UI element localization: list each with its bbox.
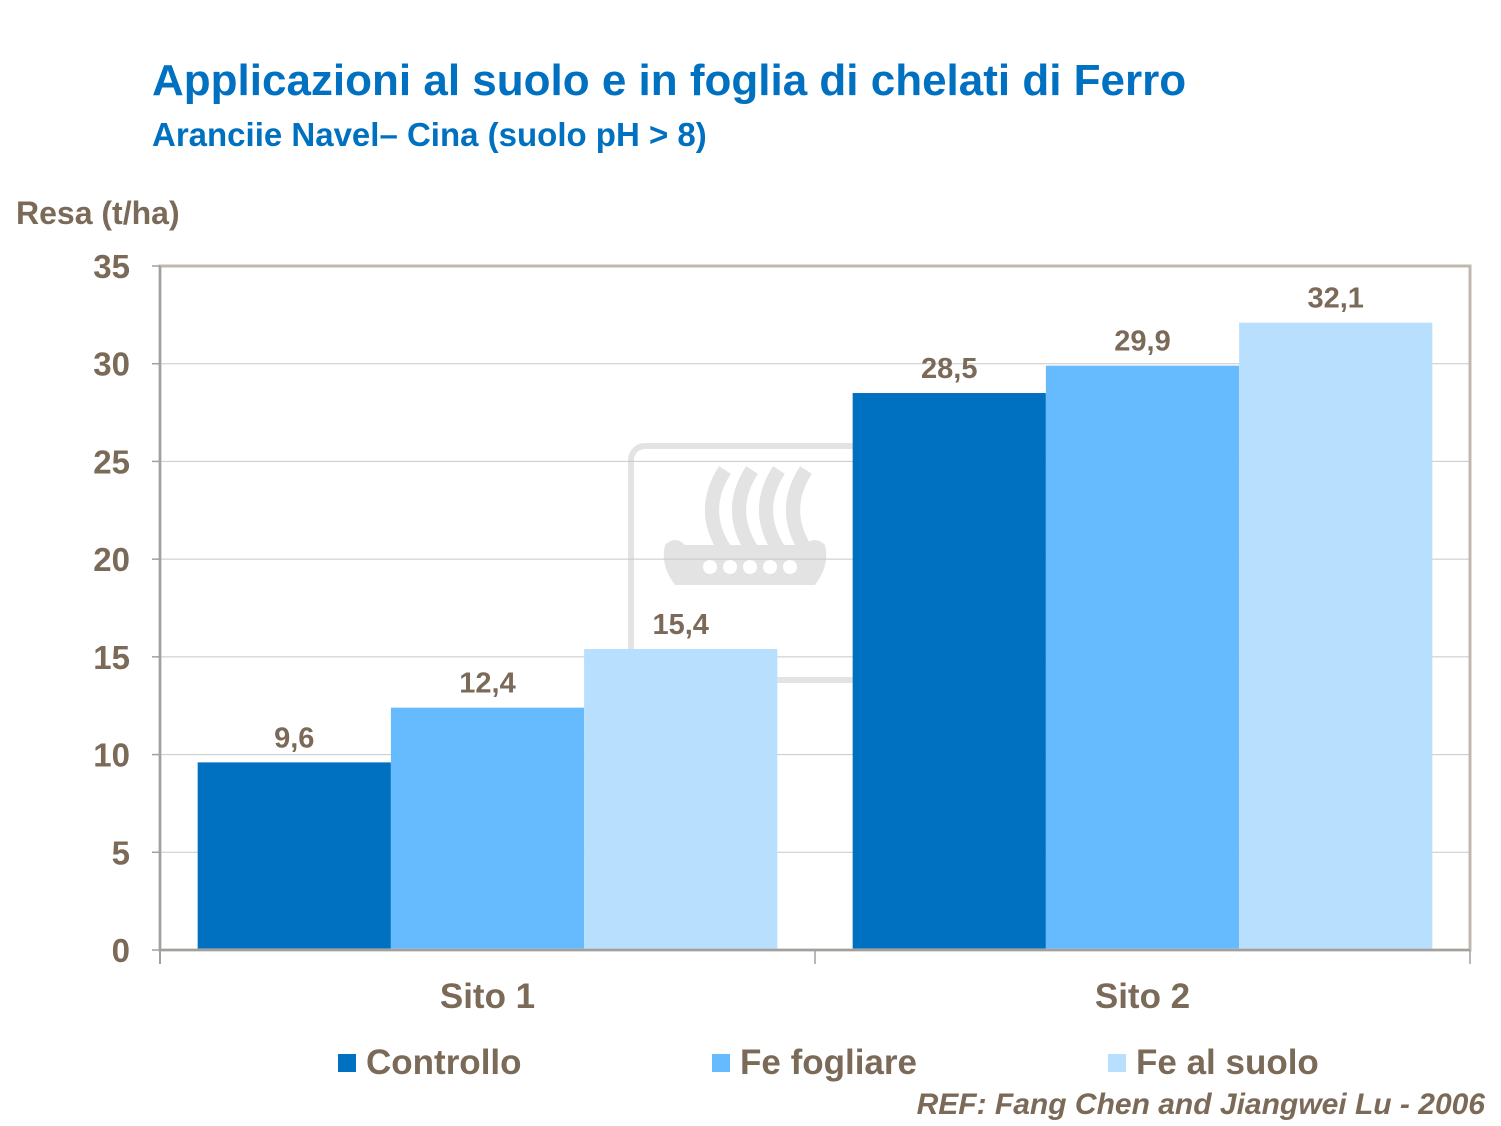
bar-fe-al-suolo-sito-2	[1239, 322, 1433, 950]
data-label-controllo-sito-1: 9,6	[274, 722, 314, 754]
legend-item-fe-al-suolo: Fe al suolo	[1108, 1043, 1319, 1083]
y-tick-label: 30	[93, 346, 130, 383]
legend-label-controllo: Controllo	[366, 1043, 522, 1082]
legend-item-fe-fogliare: Fe fogliare	[712, 1043, 917, 1083]
chart-subtitle: Aranciie Navel– Cina (suolo pH > 8)	[152, 116, 707, 153]
legend-swatch-fe-fogliare	[712, 1054, 730, 1072]
bar-fe-al-suolo-sito-1	[584, 649, 778, 950]
legend-item-controllo: Controllo	[338, 1043, 522, 1083]
y-tick-label: 20	[93, 541, 130, 578]
y-tick-label: 10	[93, 737, 130, 774]
bar-chart: 0 5 10 15 20 25 30 35 Sito 1 Sito 2 9,6 12,4 15,4 28…	[93, 248, 1472, 1016]
data-label-fe-al-suolo-sito-1: 15,4	[652, 609, 708, 641]
data-label-fe-al-suolo-sito-2: 32,1	[1307, 283, 1363, 315]
y-axis-label: Resa (t/ha)	[16, 195, 180, 231]
legend-swatch-fe-al-suolo	[1108, 1054, 1126, 1072]
data-labels: 9,6 12,4 15,4 28,5 29,9 32,1	[274, 283, 1364, 755]
bar-controllo-sito-2	[852, 393, 1046, 950]
data-label-fe-fogliare-sito-2: 29,9	[1114, 326, 1170, 358]
legend-label-fe-fogliare: Fe fogliare	[740, 1043, 917, 1082]
legend-label-fe-al-suolo: Fe al suolo	[1136, 1043, 1319, 1082]
bar-controllo-sito-1	[197, 762, 391, 950]
y-tick-label: 5	[112, 834, 130, 871]
axes: 0 5 10 15 20 25 30 35 Sito 1 Sito 2	[93, 248, 1472, 1016]
yara-logo-watermark	[628, 443, 870, 683]
bar-fe-fogliare-sito-1	[390, 707, 585, 950]
reference-note: REF: Fang Chen and Jiangwei Lu - 2006	[916, 1088, 1485, 1121]
y-tick-label: 15	[93, 639, 130, 676]
data-label-fe-fogliare-sito-1: 12,4	[459, 668, 515, 700]
y-tick-label: 35	[93, 248, 130, 285]
x-tick-label-sito-2: Sito 2	[1095, 977, 1190, 1016]
chart-title: Applicazioni al suolo e in foglia di che…	[152, 56, 1187, 105]
legend: Controllo Fe fogliare Fe al suolo	[0, 1043, 1501, 1087]
x-tick-label-sito-1: Sito 1	[440, 977, 535, 1016]
legend-swatch-controllo	[338, 1054, 356, 1072]
y-tick-label: 0	[112, 932, 130, 969]
y-tick-label: 25	[93, 443, 130, 480]
bars	[197, 322, 1433, 950]
data-label-controllo-sito-2: 28,5	[921, 353, 977, 385]
bar-fe-fogliare-sito-2	[1045, 365, 1240, 950]
